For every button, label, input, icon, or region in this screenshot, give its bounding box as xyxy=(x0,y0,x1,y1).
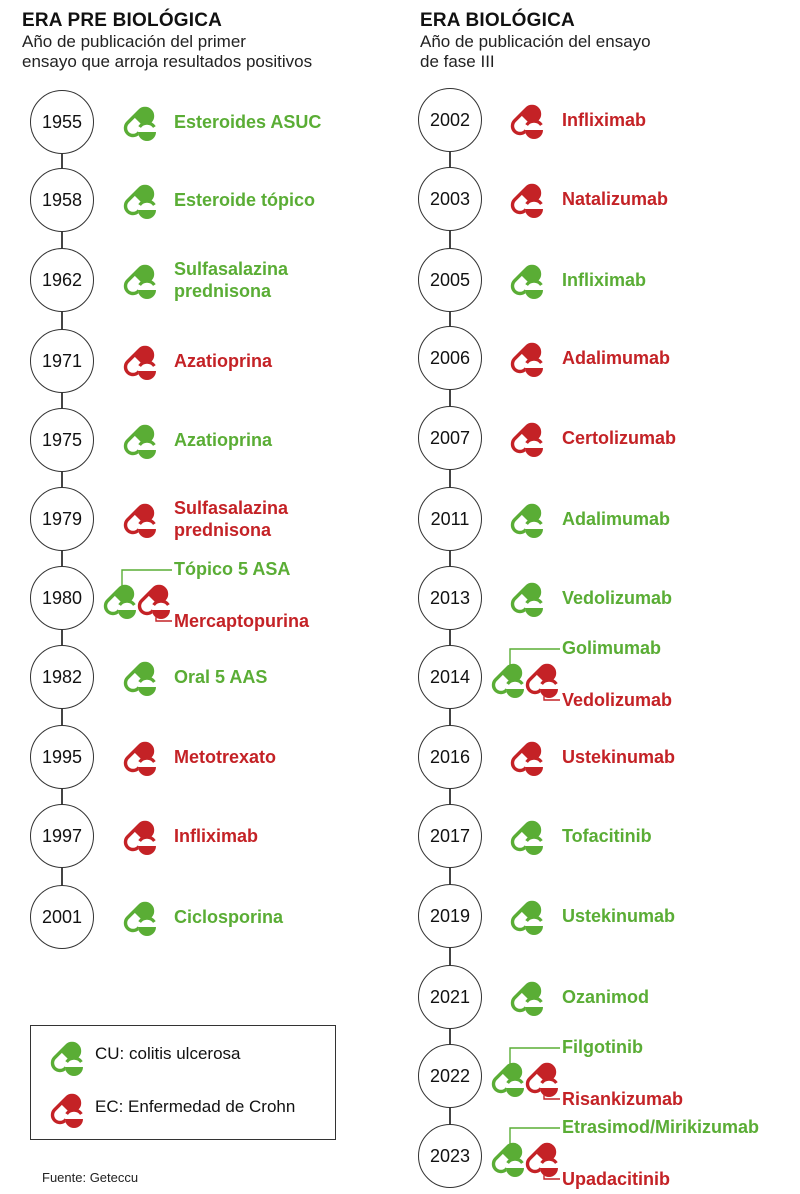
legend: CU: colitis ulcerosa EC: Enfermedad de C… xyxy=(30,1025,336,1140)
pre-biologic-title: ERA PRE BIOLÓGICA xyxy=(22,10,223,31)
drug-label: Ozanimod xyxy=(562,987,650,1007)
year-circle: 2002 xyxy=(418,88,482,152)
drug-label: Filgotinib xyxy=(562,1037,643,1057)
drug-label: Azatioprina xyxy=(174,430,273,450)
green-pill-icon xyxy=(507,579,545,622)
red-pill-icon xyxy=(134,581,172,624)
drug-label: Adalimumab xyxy=(562,509,671,529)
drug-label: Infliximab xyxy=(174,826,259,846)
drug-label: Esteroides ASUC xyxy=(174,112,322,132)
legend-ec-icon xyxy=(47,1090,85,1133)
pre-biologic-subtitle-line1: Año de publicación del primer xyxy=(22,32,246,51)
year-circle: 1975 xyxy=(30,408,94,472)
biologic-subtitle-line1: Año de publicación del ensayo xyxy=(420,32,651,51)
year-circle: 2001 xyxy=(30,885,94,949)
drug-label: Ustekinumab xyxy=(562,747,676,767)
legend-cu-icon xyxy=(47,1038,85,1081)
red-pill-icon xyxy=(522,660,560,703)
drug-label: Adalimumab xyxy=(562,348,671,368)
legend-cu-label: CU: colitis ulcerosa xyxy=(95,1044,241,1063)
year-circle: 2003 xyxy=(418,167,482,231)
drug-label: Certolizumab xyxy=(562,428,677,448)
year-circle: 1979 xyxy=(30,487,94,551)
drug-label: Metotrexato xyxy=(174,747,277,767)
year-circle: 1962 xyxy=(30,248,94,312)
year-circle: 2023 xyxy=(418,1124,482,1188)
pre-biologic-subtitle-line2: ensayo que arroja resultados positivos xyxy=(22,52,313,71)
drug-label: Infliximab xyxy=(562,270,647,290)
year-circle: 2007 xyxy=(418,406,482,470)
drug-label: Upadacitinib xyxy=(562,1169,671,1189)
drug-label: Azatioprina xyxy=(174,351,273,371)
green-pill-icon xyxy=(488,1059,526,1102)
red-pill-icon xyxy=(507,738,545,781)
green-pill-icon xyxy=(488,660,526,703)
drug-label: Mercaptopurina xyxy=(174,611,310,631)
drug-label: Sulfasalazina prednisona xyxy=(174,498,289,540)
green-pill-icon xyxy=(507,978,545,1021)
year-circle: 2013 xyxy=(418,566,482,630)
drug-label: Etrasimod/Mirikizumab xyxy=(562,1117,760,1137)
year-circle: 1980 xyxy=(30,566,94,630)
green-pill-icon xyxy=(120,261,158,304)
green-pill-icon xyxy=(488,1139,526,1182)
biologic-subtitle-line2: de fase III xyxy=(420,52,495,71)
drug-label: Ustekinumab xyxy=(562,906,676,926)
year-circle: 2021 xyxy=(418,965,482,1029)
year-circle: 1982 xyxy=(30,645,94,709)
red-pill-icon xyxy=(120,817,158,860)
red-pill-icon xyxy=(120,342,158,385)
green-pill-icon xyxy=(507,500,545,543)
red-pill-icon xyxy=(507,419,545,462)
drug-label: Vedolizumab xyxy=(562,690,673,710)
drug-label: Golimumab xyxy=(562,638,662,658)
pre-biologic-header: ERA PRE BIOLÓGICA Año de publicación del… xyxy=(22,10,312,72)
year-circle: 1958 xyxy=(30,168,94,232)
drug-label: Tofacitinib xyxy=(562,826,652,846)
green-pill-icon xyxy=(120,658,158,701)
year-circle: 2014 xyxy=(418,645,482,709)
timeline-line xyxy=(449,120,451,1156)
green-pill-icon xyxy=(507,897,545,940)
year-circle: 1995 xyxy=(30,725,94,789)
red-pill-icon xyxy=(507,339,545,382)
drug-label: Ciclosporina xyxy=(174,907,284,927)
drug-label: Infliximab xyxy=(562,110,647,130)
red-pill-icon xyxy=(522,1139,560,1182)
year-circle: 2011 xyxy=(418,487,482,551)
green-pill-icon xyxy=(507,817,545,860)
year-circle: 1955 xyxy=(30,90,94,154)
green-pill-icon xyxy=(100,581,138,624)
drug-label: Tópico 5 ASA xyxy=(174,559,291,579)
green-pill-icon xyxy=(507,261,545,304)
drug-label: Esteroide tópico xyxy=(174,190,316,210)
green-pill-icon xyxy=(120,103,158,146)
year-circle: 2016 xyxy=(418,725,482,789)
drug-label: Risankizumab xyxy=(562,1089,684,1109)
year-circle: 2005 xyxy=(418,248,482,312)
year-circle: 2017 xyxy=(418,804,482,868)
red-pill-icon xyxy=(507,180,545,223)
biologic-title: ERA BIOLÓGICA xyxy=(420,10,575,31)
red-pill-icon xyxy=(522,1059,560,1102)
green-pill-icon xyxy=(120,898,158,941)
green-pill-icon xyxy=(120,181,158,224)
drug-label: Sulfasalazina prednisona xyxy=(174,259,289,301)
red-pill-icon xyxy=(507,101,545,144)
legend-ec-label: EC: Enfermedad de Crohn xyxy=(95,1097,296,1116)
year-circle: 2019 xyxy=(418,884,482,948)
year-circle: 1997 xyxy=(30,804,94,868)
year-circle: 2006 xyxy=(418,326,482,390)
drug-label: Vedolizumab xyxy=(562,588,673,608)
source-note: Fuente: Geteccu xyxy=(42,1170,139,1185)
drug-label: Oral 5 AAS xyxy=(174,667,268,687)
biologic-header: ERA BIOLÓGICA Año de publicación del ens… xyxy=(420,10,651,72)
green-pill-icon xyxy=(120,421,158,464)
year-circle: 1971 xyxy=(30,329,94,393)
year-circle: 2022 xyxy=(418,1044,482,1108)
red-pill-icon xyxy=(120,500,158,543)
red-pill-icon xyxy=(120,738,158,781)
drug-label: Natalizumab xyxy=(562,189,669,209)
